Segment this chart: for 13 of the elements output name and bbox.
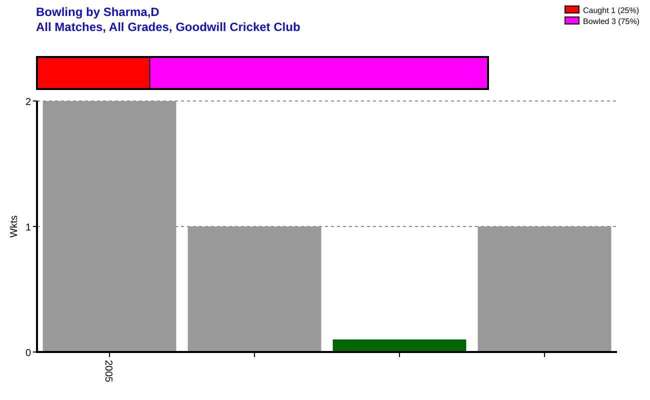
y-tick-label: 2: [25, 97, 32, 108]
bar: [332, 339, 466, 352]
bar: [478, 226, 612, 352]
y-tick-label: 1: [25, 222, 32, 234]
legend-label: Caught 1 (25%): [583, 6, 640, 15]
chart-subtitle: All Matches, All Grades, Goodwill Cricket Club: [36, 20, 300, 34]
legend-label: Bowled 3 (75%): [583, 17, 640, 26]
bar: [188, 226, 322, 352]
x-tick-label: 2005: [102, 360, 114, 383]
bar: [42, 101, 176, 352]
chart-title: Bowling by Sharma,D: [36, 5, 160, 19]
y-axis-title: Wkts: [9, 215, 20, 238]
y-tick-label: 0: [25, 348, 32, 359]
